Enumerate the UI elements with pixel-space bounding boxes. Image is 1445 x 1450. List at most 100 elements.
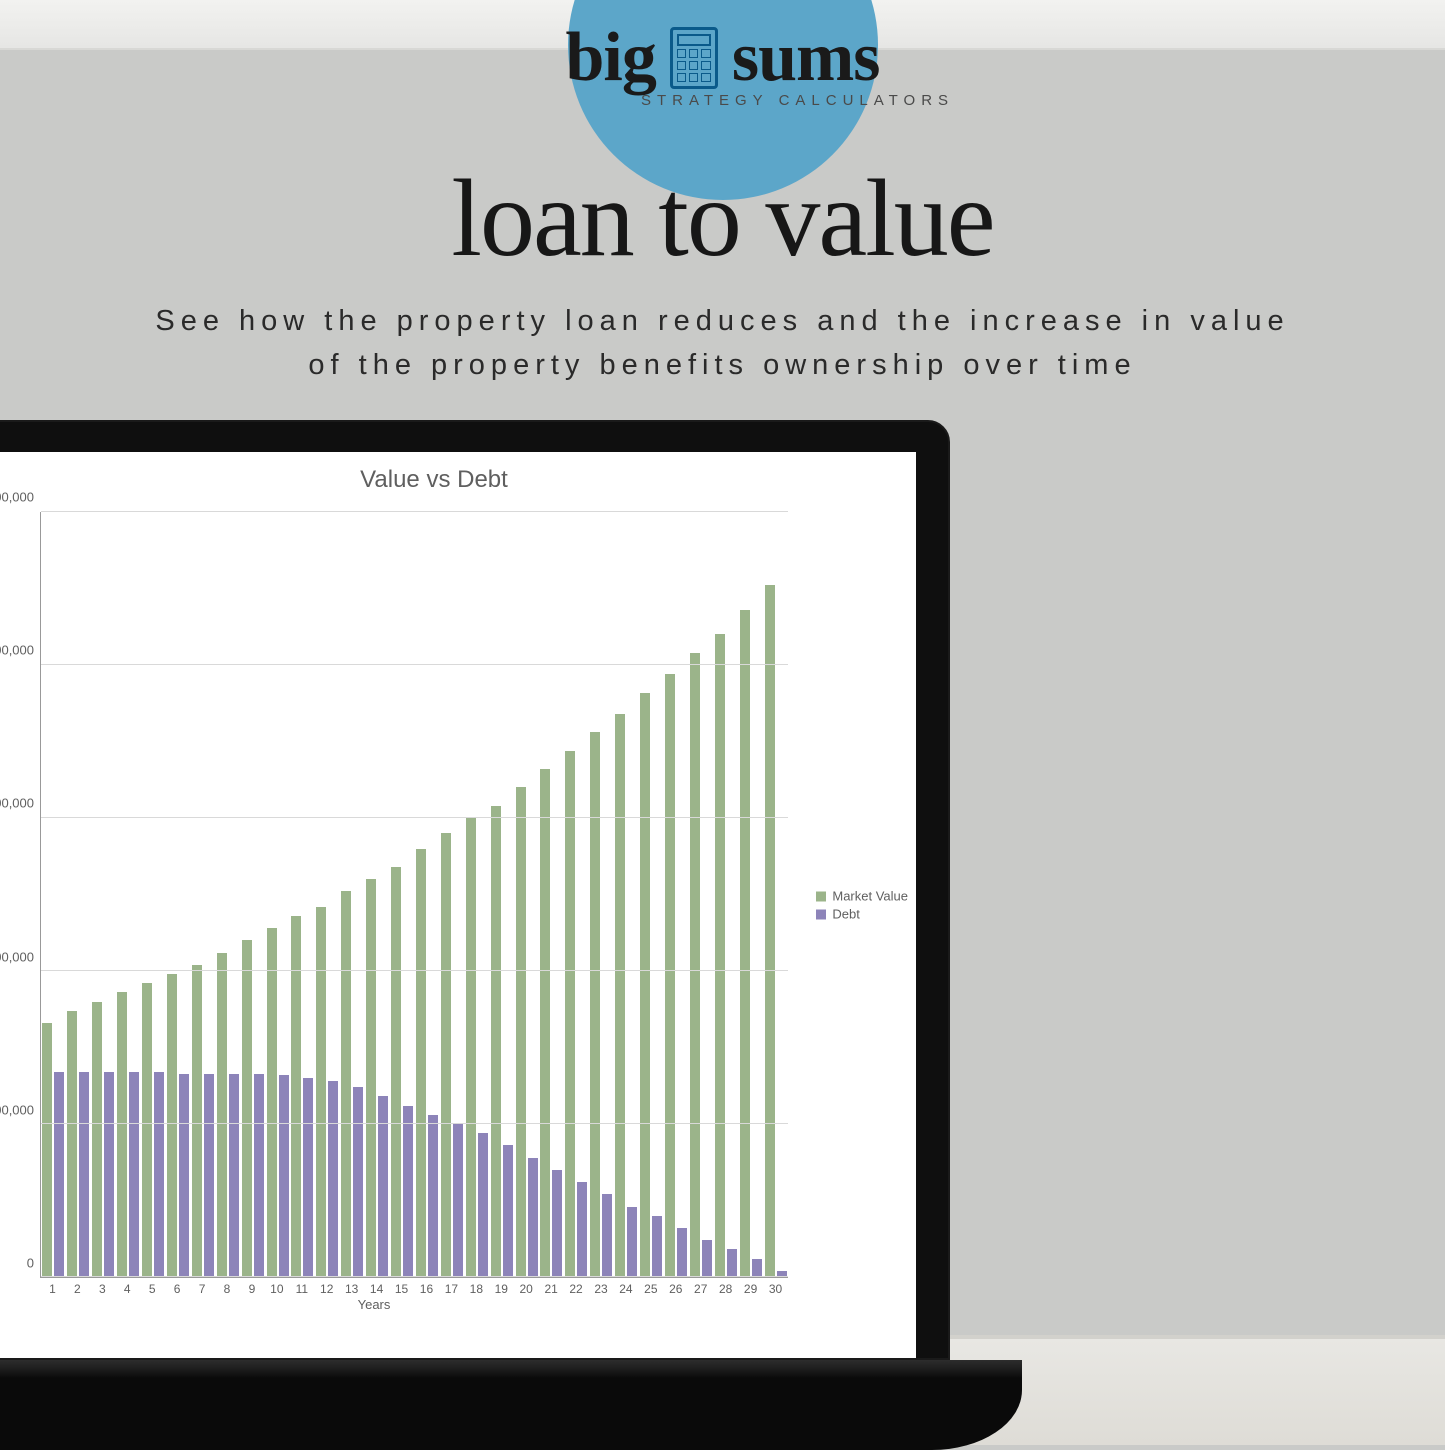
x-tick-label: 26 [669, 1282, 682, 1296]
bar-debt [752, 1259, 762, 1277]
bar-market-value [42, 1023, 52, 1277]
bar-market-value [217, 953, 227, 1277]
x-tick-label: 23 [594, 1282, 607, 1296]
bar-market-value [167, 974, 177, 1277]
x-tick-label: 11 [296, 1282, 308, 1296]
bar-debt [254, 1074, 264, 1277]
bar-market-value [67, 1011, 77, 1277]
legend-item-market-value: Market Value [816, 889, 908, 904]
gridline [41, 1123, 788, 1124]
bar-debt [328, 1081, 338, 1277]
laptop-frame: Value vs Debt Market Value Debt Years 05… [0, 420, 950, 1360]
bar-market-value [615, 714, 625, 1277]
x-tick-label: 24 [619, 1282, 632, 1296]
y-tick-label: 2,000,000 [0, 643, 34, 658]
subtitle-line-2: of the property benefits ownership over … [308, 349, 1136, 381]
x-tick-label: 13 [345, 1282, 358, 1296]
bar-market-value [665, 674, 675, 1277]
bar-market-value [540, 769, 550, 1277]
chart-area: Years 0500,0001,000,0001,500,0002,000,00… [0, 512, 788, 1308]
bar-debt [702, 1240, 712, 1277]
bar-market-value [590, 732, 600, 1277]
legend-swatch [816, 891, 826, 901]
bar-debt [154, 1072, 164, 1277]
bar-debt [503, 1145, 513, 1277]
x-tick-label: 29 [744, 1282, 757, 1296]
x-tick-label: 4 [124, 1282, 131, 1296]
bar-debt [179, 1074, 189, 1277]
bar-debt [677, 1228, 687, 1277]
bar-debt [204, 1074, 214, 1277]
bar-debt [54, 1072, 64, 1277]
bar-market-value [341, 891, 351, 1277]
gridline [41, 511, 788, 512]
logo-main: big sums [0, 18, 1445, 98]
x-tick-label: 12 [320, 1282, 333, 1296]
laptop-base [0, 1360, 1022, 1450]
bar-debt [552, 1170, 562, 1277]
x-tick-label: 18 [470, 1282, 483, 1296]
legend-swatch [816, 909, 826, 919]
bar-market-value [765, 585, 775, 1277]
bar-market-value [466, 818, 476, 1277]
bar-market-value [267, 928, 277, 1277]
gridline [41, 970, 788, 971]
chart-plot [40, 512, 788, 1278]
bar-debt [727, 1249, 737, 1277]
bar-market-value [740, 610, 750, 1277]
bar-debt [303, 1078, 313, 1277]
x-tick-label: 8 [224, 1282, 231, 1296]
bar-market-value [715, 634, 725, 1277]
gridline [41, 664, 788, 665]
logo-tagline: STRATEGY CALCULATORS [150, 92, 1445, 109]
x-axis-title: Years [0, 1297, 788, 1312]
subtitle-line-1: See how the property loan reduces and th… [155, 305, 1289, 337]
x-tick-label: 28 [719, 1282, 732, 1296]
x-tick-label: 9 [249, 1282, 256, 1296]
bar-market-value [491, 806, 501, 1277]
bar-market-value [640, 693, 650, 1277]
chart-screen: Value vs Debt Market Value Debt Years 05… [0, 452, 916, 1358]
x-tick-label: 15 [395, 1282, 408, 1296]
bar-market-value [366, 879, 376, 1277]
y-tick-label: 0 [0, 1256, 34, 1271]
bar-debt [403, 1106, 413, 1277]
bar-debt [229, 1074, 239, 1277]
bar-debt [577, 1182, 587, 1277]
legend-label: Market Value [832, 889, 908, 904]
x-tick-label: 19 [495, 1282, 508, 1296]
x-tick-label: 1 [49, 1282, 56, 1296]
bar-market-value [242, 940, 252, 1277]
x-tick-label: 7 [199, 1282, 206, 1296]
bar-market-value [192, 965, 202, 1277]
page-subtitle: See how the property loan reduces and th… [0, 300, 1445, 387]
bar-debt [279, 1075, 289, 1277]
y-tick-label: 1,000,000 [0, 949, 34, 964]
bar-debt [602, 1194, 612, 1277]
x-tick-label: 30 [769, 1282, 782, 1296]
calculator-icon [670, 27, 718, 89]
x-tick-label: 22 [569, 1282, 582, 1296]
bar-market-value [92, 1002, 102, 1277]
y-tick-label: 2,500,000 [0, 490, 34, 505]
x-tick-label: 21 [544, 1282, 557, 1296]
bar-debt [104, 1072, 114, 1277]
bar-market-value [391, 867, 401, 1277]
x-tick-label: 10 [270, 1282, 283, 1296]
legend-item-debt: Debt [816, 907, 908, 922]
logo-word-2: sums [732, 18, 880, 98]
gridline [41, 1276, 788, 1277]
bar-debt [528, 1158, 538, 1277]
bar-debt [652, 1216, 662, 1277]
bar-market-value [316, 907, 326, 1277]
x-tick-label: 14 [370, 1282, 383, 1296]
bar-market-value [690, 653, 700, 1277]
logo: big sums STRATEGY CALCULATORS [0, 0, 1445, 109]
legend-label: Debt [832, 907, 859, 922]
x-tick-label: 27 [694, 1282, 707, 1296]
chart-bars [41, 512, 788, 1277]
x-tick-label: 16 [420, 1282, 433, 1296]
x-tick-label: 3 [99, 1282, 106, 1296]
chart-legend: Market Value Debt [816, 886, 908, 925]
gridline [41, 817, 788, 818]
